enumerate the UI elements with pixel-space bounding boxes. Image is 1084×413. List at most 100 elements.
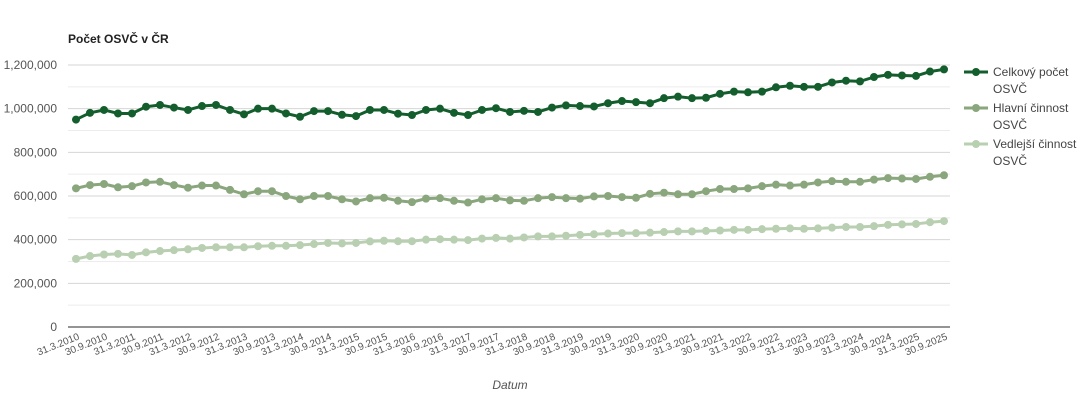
data-point — [702, 93, 710, 102]
data-point — [814, 224, 822, 233]
data-point — [310, 192, 318, 200]
data-point — [198, 243, 206, 252]
data-point — [254, 104, 262, 113]
data-point — [842, 76, 850, 85]
data-point — [870, 175, 878, 184]
data-point — [562, 194, 570, 203]
legend-marker — [972, 68, 980, 76]
data-point — [184, 105, 192, 114]
legend-label: Vedlejší činnost — [993, 137, 1077, 151]
data-point — [590, 102, 598, 111]
data-point — [534, 232, 542, 241]
data-point — [156, 100, 164, 109]
data-point — [772, 224, 780, 233]
legend-label: Hlavní činnost — [993, 101, 1069, 115]
data-point — [282, 109, 290, 118]
data-point — [702, 226, 710, 235]
data-point — [282, 241, 290, 250]
data-point — [422, 235, 430, 244]
data-point — [744, 184, 752, 193]
legend-label: OSVČ — [993, 117, 1027, 132]
data-point — [240, 243, 248, 252]
data-point — [660, 188, 668, 197]
data-point — [940, 171, 948, 180]
data-point — [380, 105, 388, 114]
data-point — [520, 196, 528, 205]
data-point — [786, 181, 794, 190]
data-point — [884, 174, 892, 183]
data-point — [898, 71, 906, 80]
data-point — [646, 189, 654, 198]
data-point — [534, 194, 542, 203]
data-point — [912, 219, 920, 228]
data-point — [674, 92, 682, 101]
data-point — [352, 197, 360, 206]
data-point — [870, 73, 878, 82]
data-point — [464, 110, 472, 119]
data-point — [898, 174, 906, 183]
data-point — [212, 100, 220, 109]
data-point — [100, 250, 108, 259]
data-point — [324, 238, 332, 247]
data-point — [114, 183, 122, 192]
data-point — [436, 194, 444, 203]
data-point — [380, 193, 388, 202]
data-point — [660, 228, 668, 237]
data-point — [212, 181, 220, 190]
data-point — [226, 185, 234, 194]
data-point — [408, 110, 416, 119]
data-point — [800, 180, 808, 189]
data-point — [520, 106, 528, 115]
data-point — [618, 193, 626, 202]
data-point — [114, 249, 122, 258]
data-point — [632, 98, 640, 107]
data-point — [478, 195, 486, 204]
data-point — [758, 225, 766, 234]
data-point — [394, 196, 402, 205]
data-point — [870, 222, 878, 231]
data-point — [422, 105, 430, 114]
data-point — [814, 82, 822, 91]
data-point — [506, 234, 514, 243]
data-point — [310, 107, 318, 116]
data-point — [828, 223, 836, 232]
series-lines — [72, 65, 948, 263]
data-point — [604, 229, 612, 238]
data-point — [604, 99, 612, 108]
data-point — [450, 108, 458, 117]
y-tick-label: 200,000 — [14, 276, 58, 290]
data-point — [660, 94, 668, 103]
data-point — [548, 193, 556, 202]
data-point — [856, 77, 864, 86]
data-point — [212, 243, 220, 252]
data-point — [72, 115, 80, 124]
data-point — [198, 181, 206, 190]
data-point — [338, 110, 346, 119]
data-point — [646, 99, 654, 108]
data-point — [72, 184, 80, 193]
data-point — [926, 172, 934, 181]
data-point — [492, 104, 500, 113]
data-point — [394, 109, 402, 118]
data-point — [170, 181, 178, 190]
data-point — [352, 112, 360, 121]
data-point — [156, 177, 164, 186]
data-point — [324, 192, 332, 200]
data-point — [814, 178, 822, 187]
data-point — [716, 185, 724, 194]
data-point — [226, 243, 234, 252]
series-vedlej-innost-osv- — [72, 217, 948, 263]
data-point — [198, 102, 206, 111]
data-point — [744, 88, 752, 97]
data-point — [548, 232, 556, 241]
data-point — [562, 231, 570, 240]
data-point — [184, 245, 192, 254]
data-point — [128, 182, 136, 191]
data-point — [86, 108, 94, 117]
data-point — [128, 250, 136, 259]
data-point — [912, 71, 920, 80]
data-point — [100, 179, 108, 188]
data-point — [828, 78, 836, 87]
data-point — [898, 220, 906, 229]
